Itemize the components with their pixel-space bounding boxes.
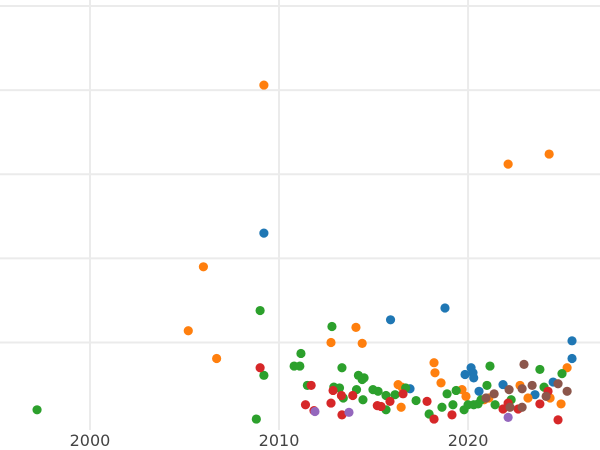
data-point-brown	[481, 393, 491, 403]
data-point-orange	[351, 322, 361, 332]
data-point-brown	[553, 379, 563, 389]
data-point-green	[437, 402, 447, 412]
data-point-orange	[430, 368, 440, 378]
data-point-green	[295, 361, 305, 371]
data-point-brown	[504, 385, 514, 395]
data-point-blue	[440, 303, 450, 313]
data-point-brown	[562, 386, 572, 396]
data-point-orange	[429, 358, 439, 368]
data-point-orange	[544, 149, 554, 159]
data-point-blue	[498, 379, 508, 390]
data-point-green	[411, 395, 421, 406]
data-point-green	[490, 400, 500, 410]
data-point-green	[482, 380, 492, 391]
data-point-brown	[519, 359, 529, 369]
data-point-red	[306, 380, 316, 391]
data-point-purple	[503, 412, 513, 422]
data-point-red	[553, 415, 563, 425]
data-point-blue	[469, 373, 479, 383]
data-point-orange	[556, 399, 566, 409]
data-point-red	[422, 396, 432, 406]
data-point-green	[251, 414, 261, 424]
data-point-red	[398, 389, 408, 399]
data-point-red	[348, 390, 358, 401]
data-point-green	[337, 363, 347, 373]
data-point-brown	[527, 380, 537, 391]
data-point-blue	[530, 390, 540, 400]
data-point-red	[336, 390, 346, 401]
data-point-red	[326, 398, 336, 408]
data-point-blue	[385, 315, 396, 325]
data-point-green	[448, 400, 458, 410]
data-point-orange	[259, 80, 269, 90]
x-tick-label: 2020	[448, 431, 489, 450]
data-point-purple	[310, 406, 320, 417]
x-tick-label: 2010	[259, 431, 300, 450]
data-point-orange	[212, 353, 222, 364]
data-point-green	[358, 395, 368, 405]
data-point-orange	[396, 402, 406, 412]
data-point-red	[429, 414, 439, 424]
data-point-blue	[460, 369, 470, 380]
data-point-blue	[567, 336, 577, 346]
data-point-green	[296, 348, 306, 359]
data-point-red	[328, 385, 338, 396]
data-point-orange	[436, 378, 446, 388]
data-point-green	[373, 386, 383, 396]
data-point-red	[385, 396, 395, 406]
data-point-blue	[474, 386, 484, 396]
data-point-red	[447, 410, 457, 420]
data-point-green	[442, 389, 452, 399]
data-point-green	[359, 373, 369, 383]
data-points	[32, 80, 577, 425]
data-point-orange	[183, 326, 193, 336]
gridlines	[0, 0, 600, 430]
data-point-orange	[523, 393, 533, 403]
data-point-red	[255, 363, 265, 373]
data-point-green	[255, 305, 265, 316]
data-point-brown	[517, 402, 527, 412]
data-point-green	[535, 364, 545, 375]
data-point-blue	[259, 228, 269, 238]
x-tick-label: 2000	[70, 431, 111, 450]
data-point-red	[300, 400, 311, 410]
data-point-brown	[489, 389, 499, 399]
data-point-red	[337, 410, 347, 420]
data-point-green	[390, 390, 400, 400]
data-point-red	[376, 401, 386, 412]
data-point-orange	[503, 159, 513, 169]
data-point-orange	[461, 391, 471, 401]
data-point-blue	[567, 353, 577, 364]
data-point-purple	[344, 407, 354, 417]
data-point-green	[259, 370, 269, 380]
data-point-orange	[198, 262, 209, 272]
data-point-brown	[517, 384, 527, 394]
x-axis-ticks: 2000 2010 2020	[70, 431, 489, 450]
data-point-green	[327, 321, 337, 332]
data-point-brown	[505, 402, 515, 412]
data-point-green	[557, 369, 567, 379]
data-point-green	[451, 385, 461, 396]
data-point-brown	[541, 391, 551, 401]
data-point-orange	[326, 337, 336, 348]
data-point-red	[535, 399, 545, 409]
data-point-orange	[357, 338, 367, 348]
data-point-green	[32, 405, 42, 415]
data-point-green	[485, 361, 495, 371]
